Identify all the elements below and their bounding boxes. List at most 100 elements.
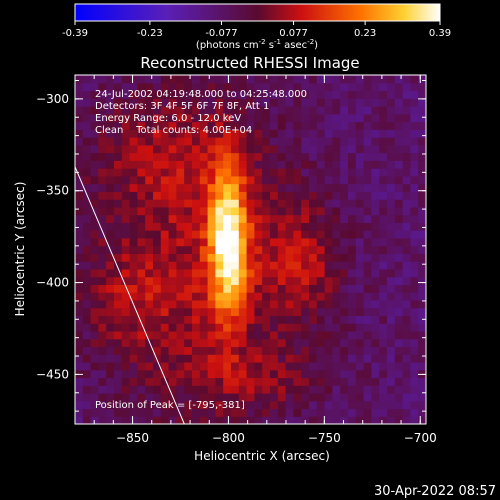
heatmap-cell [387,137,396,146]
heatmap-cell [145,307,154,317]
heatmap-cell [207,307,216,317]
heatmap-cell [199,121,209,130]
heatmap-cell [387,338,396,348]
heatmap-cell [90,82,99,92]
heatmap-cell [270,268,279,278]
heatmap-cell [277,199,287,208]
heatmap-cell [215,191,224,200]
heatmap-cell [192,338,201,348]
heatmap-cell [402,284,411,293]
heatmap-cell [340,299,349,309]
heatmap-cell [387,323,396,332]
heatmap-cell [402,307,411,317]
heatmap-cell [270,408,279,417]
heatmap-cell [207,106,216,115]
heatmap-cell [316,385,326,394]
heatmap-cell [192,408,201,417]
heatmap-cell [316,237,326,247]
heatmap-cell [254,129,263,138]
heatmap-cell [106,253,115,262]
heatmap-cell [410,307,419,317]
heatmap-cell [106,98,115,107]
heatmap-cell [418,152,426,161]
heatmap-cell [309,346,318,355]
heatmap-cell [309,206,318,216]
heatmap-cell [418,183,426,192]
heatmap-cell [402,175,411,185]
heatmap-cell [402,199,411,208]
heatmap-cell [285,253,294,262]
heatmap-cell [176,206,185,216]
heatmap-cell [238,191,248,200]
heatmap-cell [363,392,372,402]
heatmap-cell [231,261,240,270]
heatmap-cell [160,307,170,317]
heatmap-cell [340,214,349,223]
heatmap-cell [207,361,216,371]
heatmap-cell [324,400,333,410]
heatmap-cell [324,315,333,324]
heatmap-cell [98,261,107,270]
heatmap-cell [145,160,154,169]
heatmap-cell [324,113,333,123]
heatmap-cell [168,137,177,146]
annotation-energy-range: Energy Range: 6.0 - 12.0 keV [95,113,241,124]
heatmap-cell [192,276,201,285]
heatmap-cell [410,416,419,424]
heatmap-cell [387,392,396,402]
heatmap-cell [355,168,365,177]
heatmap-cell [254,330,263,340]
heatmap-cell [168,222,177,231]
heatmap-cell [231,253,240,262]
heatmap-cell [153,222,162,231]
heatmap-cell [246,237,255,247]
heatmap-cell [223,237,232,247]
annotation-time-range: 24-Jul-2002 04:19:48.000 to 04:25:48.000 [95,89,307,100]
heatmap-cell [254,292,263,301]
heatmap-cell [121,144,131,154]
heatmap-cell [254,230,263,239]
heatmap-cell [301,90,310,99]
heatmap-cell [199,175,209,185]
heatmap-cell [355,253,365,262]
heatmap-cell [270,82,279,92]
heatmap-cell [324,152,333,161]
heatmap-cell [129,361,138,371]
heatmap-cell [153,323,162,332]
heatmap-cell [254,408,263,417]
heatmap-cell [207,330,216,340]
heatmap-cell [129,307,138,317]
heatmap-cell [90,206,99,216]
heatmap-cell [231,144,240,154]
heatmap-cell [270,299,279,309]
heatmap-cell [153,191,162,200]
heatmap-cell [246,299,255,309]
heatmap-cell [277,253,287,262]
heatmap-cell [90,408,99,417]
heatmap-cell [160,168,170,177]
heatmap-cell [82,137,92,146]
heatmap-cell [223,175,232,185]
colorbar-frame [74,3,441,22]
heatmap-cell [285,160,294,169]
heatmap-cell [262,354,271,363]
heatmap-cell [270,361,279,371]
heatmap-cell [387,299,396,309]
heatmap-cell [379,106,388,115]
heatmap-cell [137,90,146,99]
heatmap-cell [293,245,302,254]
heatmap-cell [238,292,248,301]
heatmap-cell [324,392,333,402]
heatmap-cell [231,346,240,355]
heatmap-cell [168,175,177,185]
heatmap-cell [153,400,162,410]
heatmap-cell [402,361,411,371]
heatmap-cell [270,129,279,138]
heatmap-cell [238,90,248,99]
heatmap-cell [207,199,216,208]
heatmap-cell [184,354,193,363]
heatmap-cell [387,230,396,239]
heatmap-cell [371,113,380,123]
heatmap-cell [363,113,372,123]
heatmap-cell [348,214,357,223]
